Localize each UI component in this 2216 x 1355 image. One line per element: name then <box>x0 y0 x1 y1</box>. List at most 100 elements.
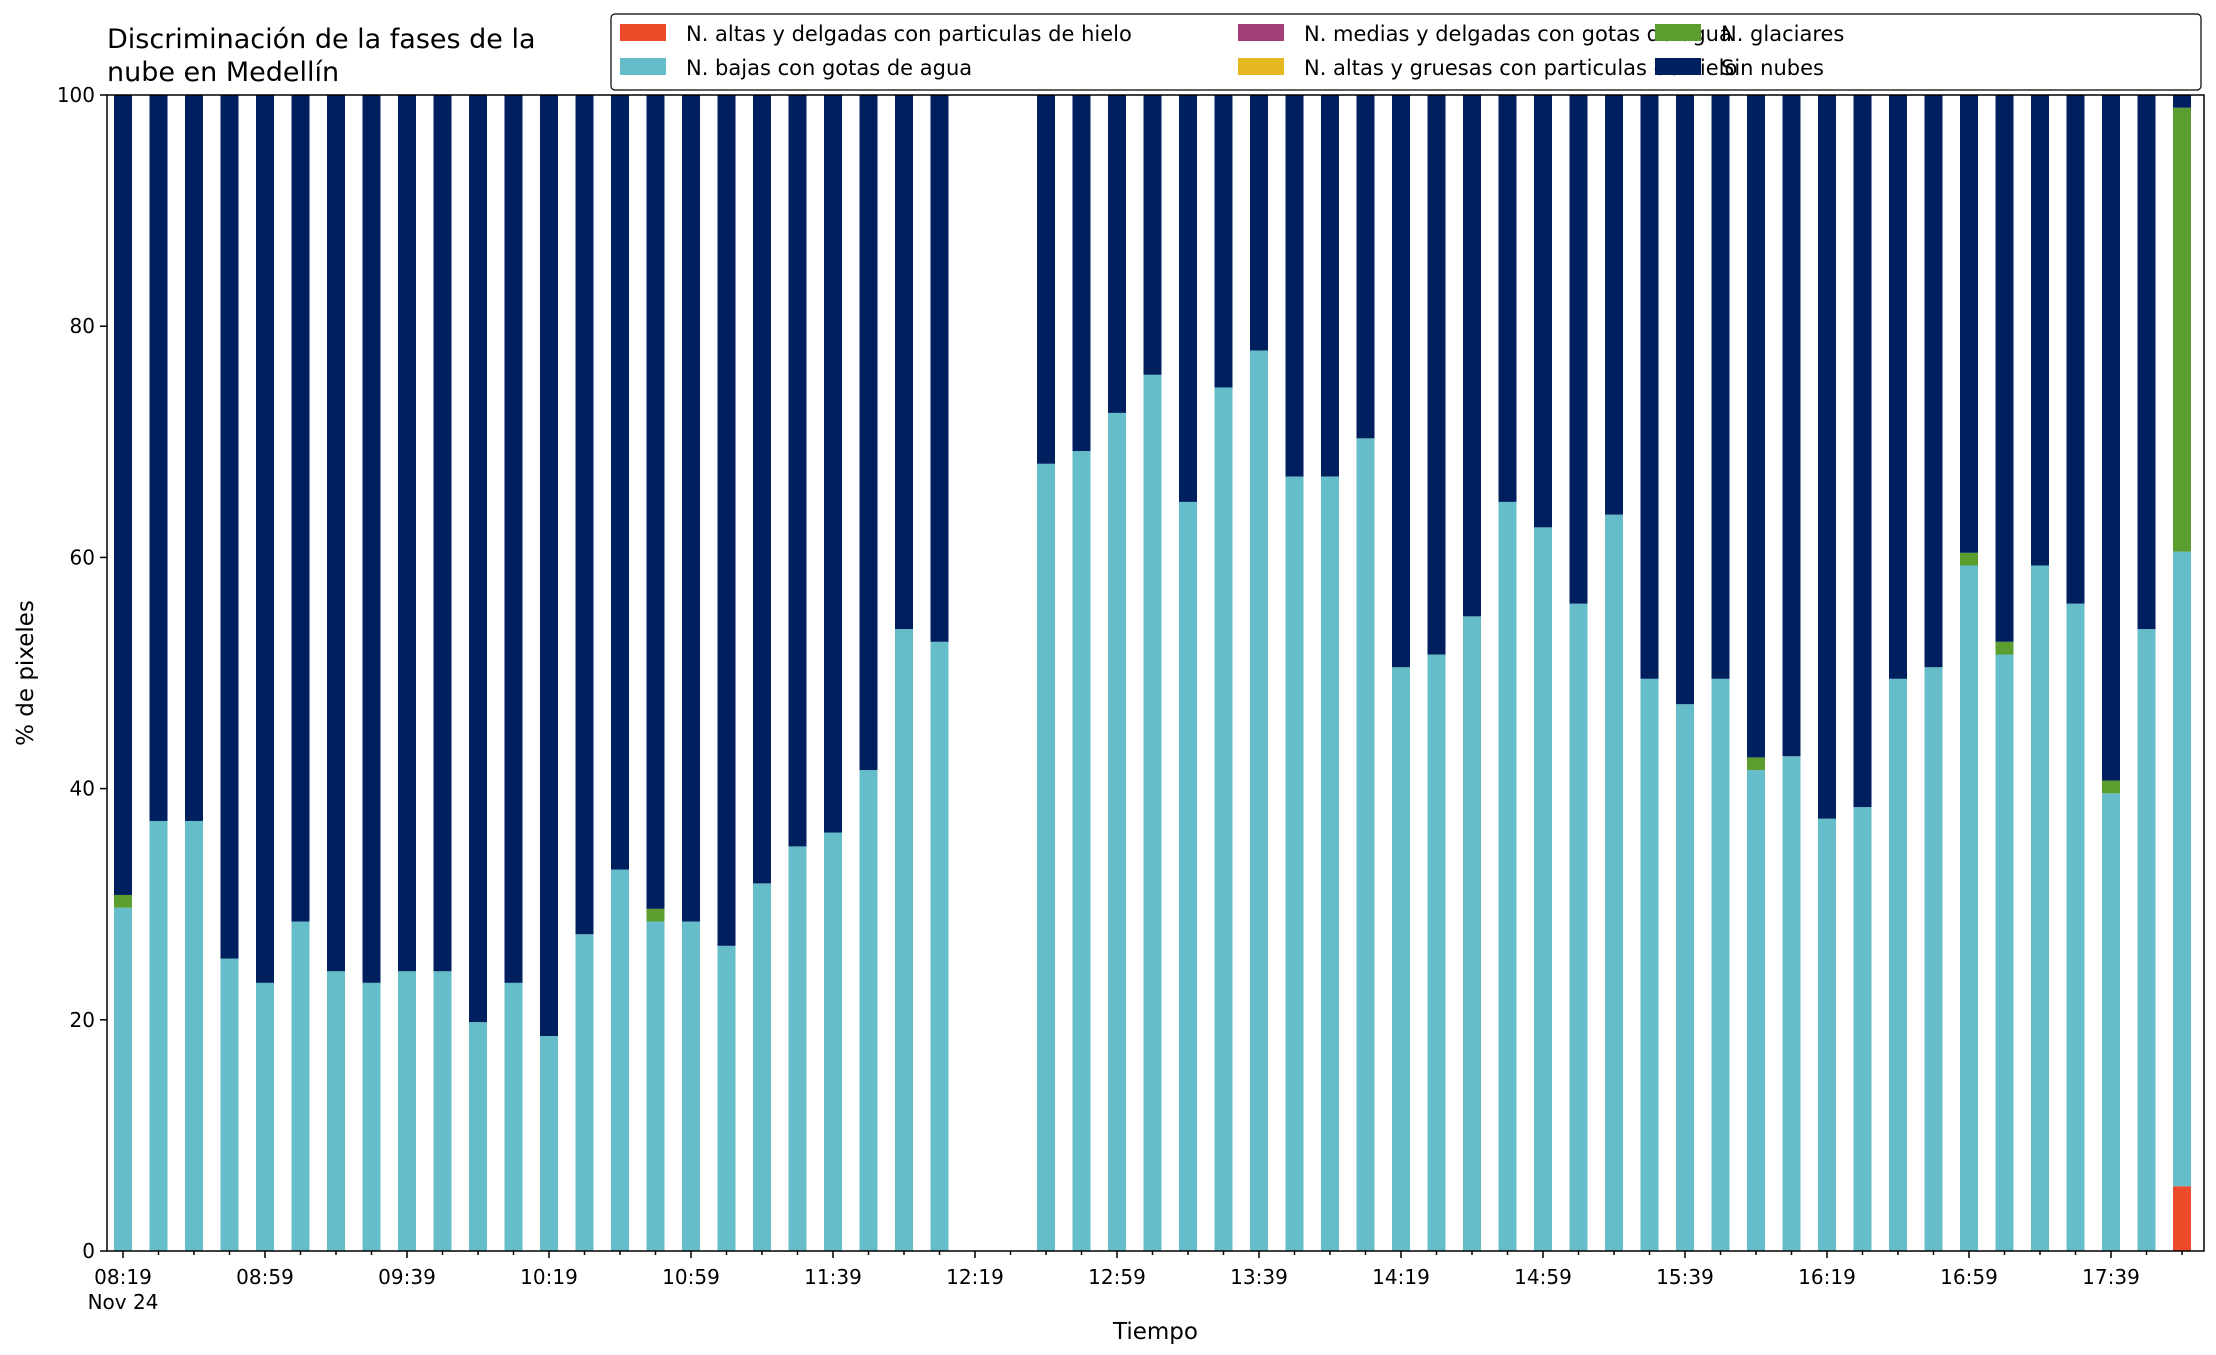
x-tick-label: 10:19 <box>520 1265 578 1289</box>
bar-segment <box>1392 95 1410 668</box>
bar-segment <box>1214 387 1233 1252</box>
x-axis-label: Tiempo <box>1112 1319 1198 1345</box>
bar-segment <box>1534 95 1552 528</box>
x-axis: 08:19 08:59 09:39 10:19 10:59 11:39 12:19 12:59… <box>88 1251 2183 1314</box>
bar-segment <box>717 945 736 1251</box>
chart-title-line: Discriminación de la fases de la <box>107 24 536 55</box>
bar-segment <box>1143 374 1162 1251</box>
bar-segment <box>1072 451 1091 1251</box>
y-tick-label: 100 <box>57 83 95 107</box>
bar-segment <box>788 95 807 847</box>
bar-segment <box>2031 565 2049 1251</box>
bar-segment <box>1392 667 1410 1251</box>
y-tick-label: 80 <box>70 314 95 338</box>
bar-segment <box>1463 616 1481 1251</box>
x-tick-label: 14:59 <box>1514 1265 1572 1289</box>
bar-segment <box>575 934 594 1251</box>
bar-segment <box>2102 95 2120 781</box>
bar-segment <box>895 95 913 630</box>
bar-segment <box>1605 95 1623 515</box>
bar-segment <box>575 95 594 935</box>
y-tick-label: 0 <box>82 1239 95 1263</box>
x-tick-label: 16:19 <box>1798 1265 1856 1289</box>
x-tick-label: 08:59 <box>236 1265 294 1289</box>
x-tick-label: 14:19 <box>1372 1265 1430 1289</box>
bar-segment <box>717 95 736 946</box>
x-tick-label: 08:19 <box>94 1265 152 1289</box>
bar-segment <box>1179 501 1197 1251</box>
bar-segment <box>1889 678 1907 1251</box>
bar-segment <box>540 1035 558 1251</box>
bar-segment <box>114 95 132 895</box>
x-tick-label: 15:39 <box>1656 1265 1714 1289</box>
bar-segment <box>930 95 949 642</box>
bar-segment <box>362 982 381 1251</box>
bar-segment <box>1995 95 2014 642</box>
bar-segment <box>1747 95 1765 758</box>
y-axis: 0 20 40 60 80 100 <box>57 83 107 1263</box>
bar-segment <box>1747 757 1765 771</box>
chart-title: Discriminación de la fases de la nube en … <box>107 24 536 88</box>
bar-segment <box>1285 476 1304 1252</box>
bar-segment <box>1569 95 1588 604</box>
bar-segment <box>1427 95 1446 655</box>
bar-segment <box>1108 95 1126 413</box>
bar-segment <box>1995 654 2014 1251</box>
legend-label: N. glaciares <box>1721 22 1844 46</box>
bar-segment <box>1498 95 1517 502</box>
bar-segment <box>2066 95 2085 604</box>
bar-segment <box>1853 807 1872 1251</box>
x-tick-label: 13:39 <box>1230 1265 1288 1289</box>
legend-frame <box>610 13 2202 91</box>
chart-title-line: nube en Medellín <box>107 57 339 88</box>
bar-segment <box>256 982 274 1251</box>
x-tick-label: 12:19 <box>946 1265 1004 1289</box>
legend-swatch <box>1238 24 1284 41</box>
legend: N. altas y delgadas con particulas de hi… <box>610 13 2202 91</box>
bar-segment <box>1108 412 1126 1251</box>
bar-segment <box>930 641 949 1251</box>
bar-segment <box>327 971 345 1251</box>
bar-segment <box>1711 95 1730 679</box>
x-tick-label: 11:39 <box>804 1265 862 1289</box>
bar-segment <box>504 95 523 983</box>
x-tick-label: 17:39 <box>2082 1265 2140 1289</box>
y-tick-label: 60 <box>70 545 95 569</box>
x-tick-label: 10:59 <box>662 1265 720 1289</box>
legend-swatch <box>1655 58 1701 75</box>
bar-segment <box>256 95 274 983</box>
bar-segment <box>1427 654 1446 1251</box>
bar-segment <box>1569 603 1588 1251</box>
bar-segment <box>1640 95 1659 679</box>
bar-segment <box>1463 95 1481 617</box>
bar-segment <box>1782 95 1801 757</box>
bar-segment <box>398 95 416 972</box>
bar-segment <box>1853 95 1872 808</box>
bar-segment <box>753 95 771 884</box>
bar-segment <box>1356 438 1375 1252</box>
y-axis-label: % de pixeles <box>13 600 39 746</box>
bar-segment <box>1214 95 1233 388</box>
bar-segment <box>895 629 913 1251</box>
bar-segment <box>1818 95 1836 819</box>
bar-segment <box>646 908 665 922</box>
bar-segment <box>220 958 239 1251</box>
bar-segment <box>1037 463 1055 1251</box>
bar-segment <box>1818 818 1836 1251</box>
bar-segment <box>433 95 452 972</box>
x-tick-label: 12:59 <box>1088 1265 1146 1289</box>
bar-segment <box>753 883 771 1251</box>
bar-segment <box>327 95 345 972</box>
bar-segment <box>149 820 168 1251</box>
bar-segment <box>646 95 665 909</box>
bar-segment <box>2173 95 2191 108</box>
bar-segment <box>469 1022 487 1251</box>
legend-swatch <box>1655 24 1701 41</box>
bar-segment <box>185 95 203 821</box>
legend-label: N. bajas con gotas de agua <box>686 56 972 80</box>
bar-segment <box>646 921 665 1251</box>
bar-segment <box>1250 350 1268 1252</box>
bar-segment <box>1285 95 1304 477</box>
legend-swatch <box>620 58 666 75</box>
y-tick-label: 20 <box>70 1008 95 1032</box>
